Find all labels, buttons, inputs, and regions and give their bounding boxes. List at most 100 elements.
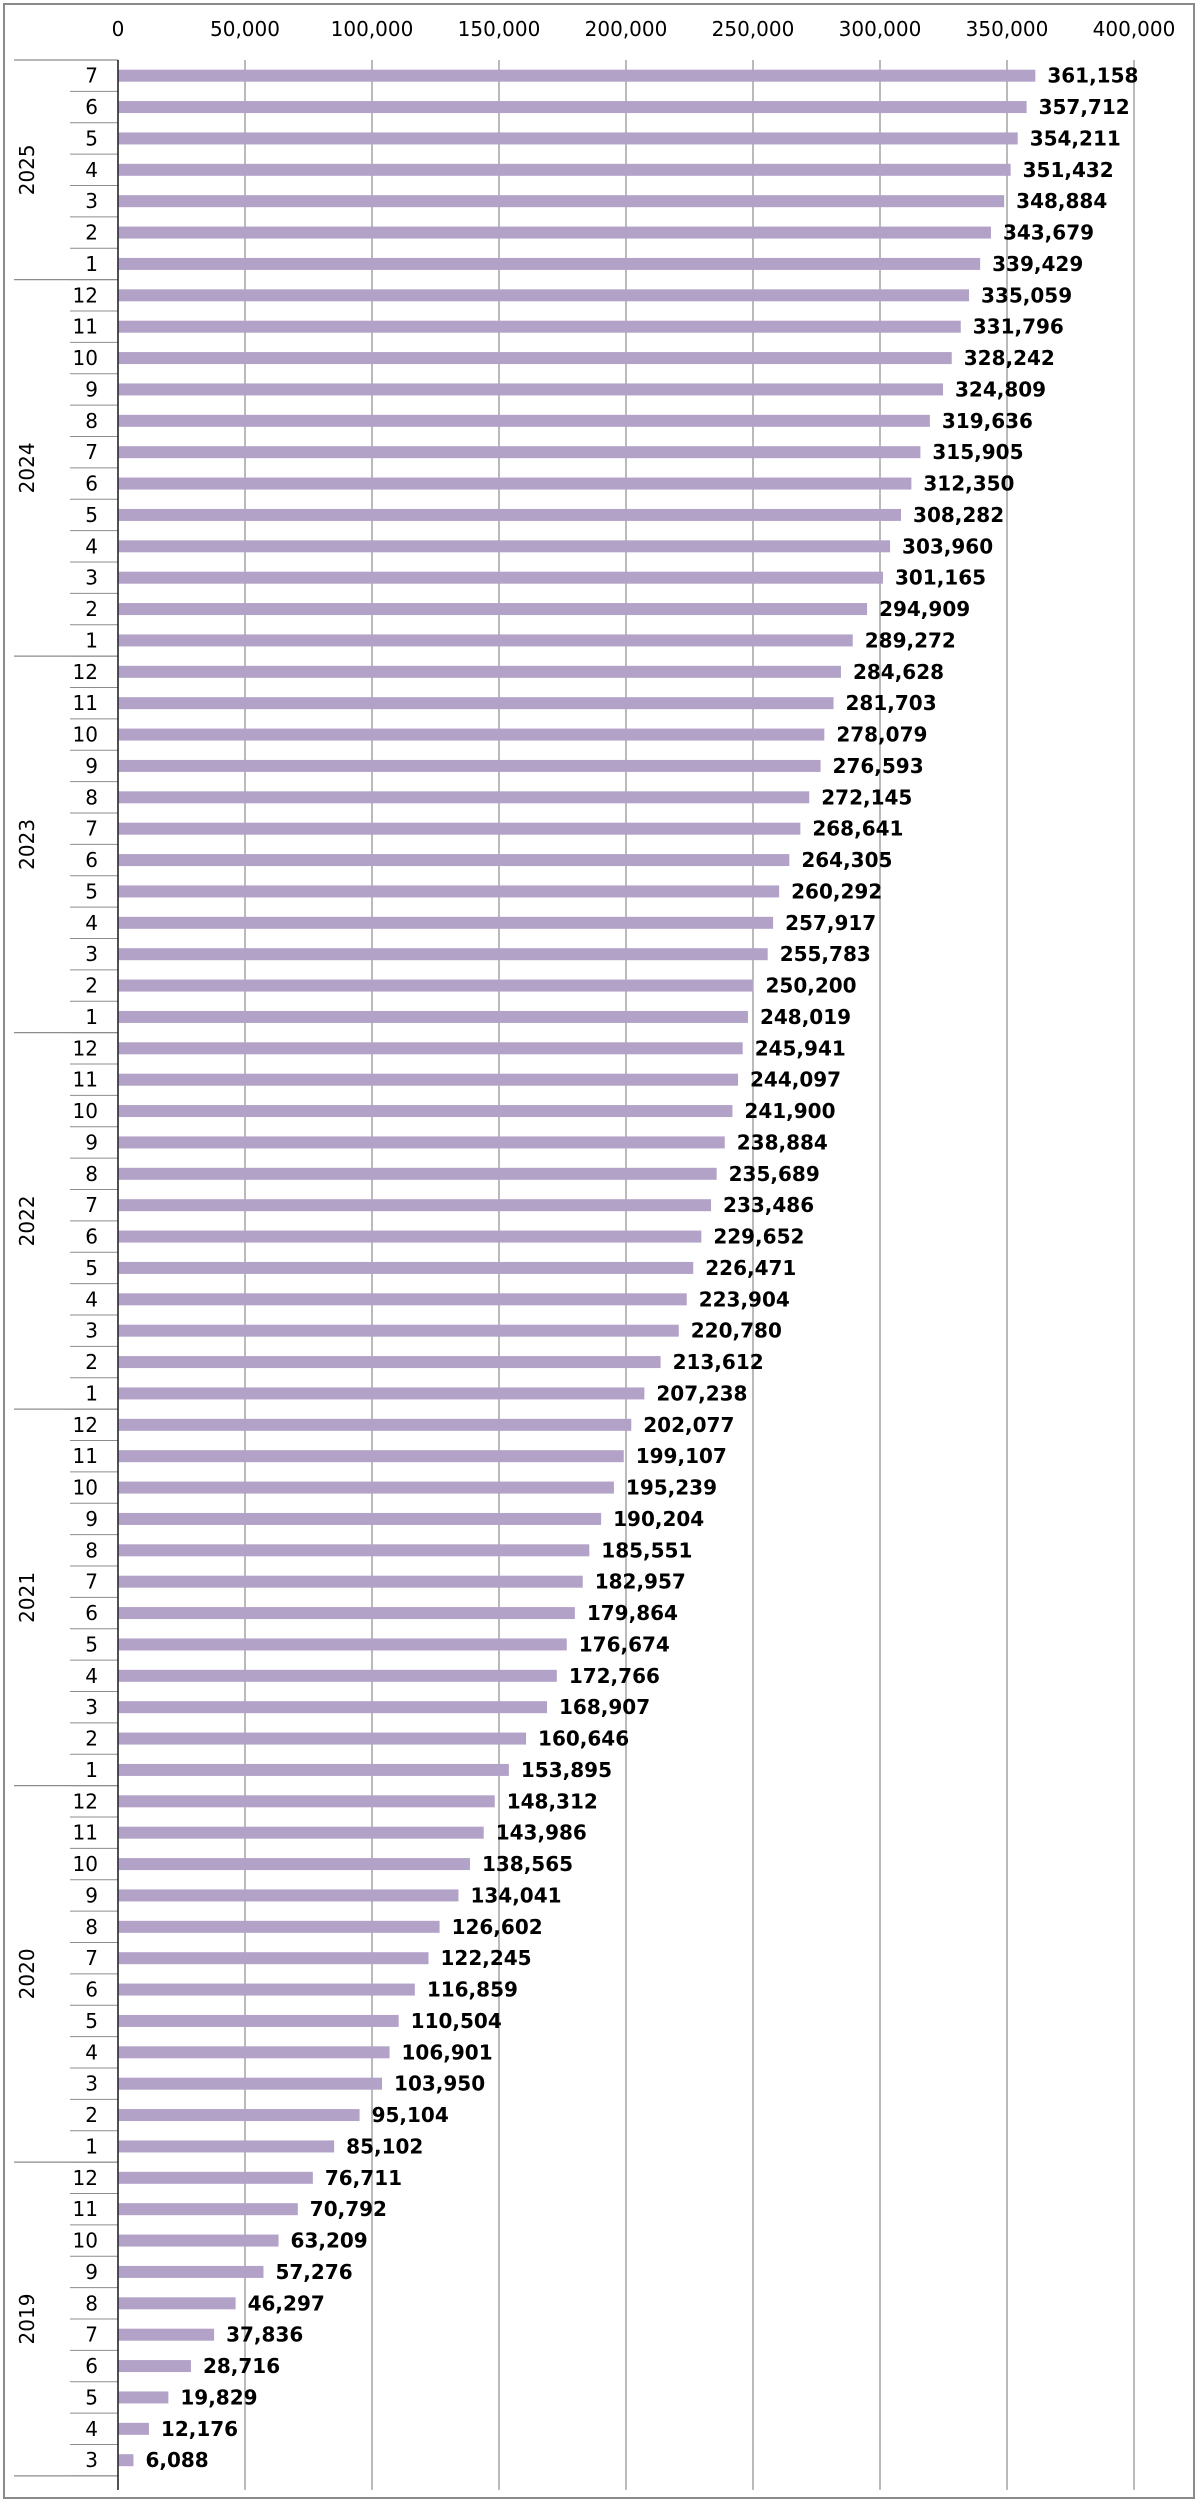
data-label: 116,859 [427,1978,518,2002]
month-label: 7 [85,1946,98,1970]
x-tick-label: 200,000 [585,17,668,41]
data-label: 199,107 [636,1444,727,1468]
bar [118,195,1005,208]
year-label: 2024 [15,442,39,493]
bar [118,1763,509,1776]
month-label: 1 [85,1381,98,1405]
bar [118,2171,313,2184]
bar [118,132,1018,145]
data-label: 315,905 [932,440,1023,464]
bar [118,1638,567,1651]
data-label: 76,711 [325,2166,402,2190]
month-label: 10 [73,1852,98,1876]
data-label: 235,689 [729,1162,820,1186]
month-label: 5 [85,1256,98,1280]
month-label: 3 [85,2072,98,2096]
data-label: 319,636 [942,409,1033,433]
data-label: 354,211 [1030,126,1121,150]
month-label: 2 [85,974,98,998]
data-label: 250,200 [766,974,857,998]
data-label: 351,432 [1023,158,1114,182]
data-label: 190,204 [613,1507,704,1531]
bar [118,2077,383,2090]
month-label: 9 [85,1507,98,1531]
bar [118,1261,694,1274]
bar [118,1920,440,1933]
data-label: 126,602 [452,1915,543,1939]
month-label: 6 [85,1601,98,1625]
month-label: 2 [85,2103,98,2127]
data-label: 207,238 [656,1381,747,1405]
data-label: 324,809 [955,377,1046,401]
month-label: 3 [85,1695,98,1719]
bar [118,2454,134,2467]
bar [118,728,825,741]
month-label: 3 [85,1319,98,1343]
month-label: 12 [73,660,98,684]
data-label: 229,652 [713,1225,804,1249]
data-label: 278,079 [836,723,927,747]
month-label: 12 [73,1036,98,1060]
month-label: 5 [85,1632,98,1656]
bar [118,226,991,239]
month-label: 8 [85,1915,98,1939]
bar [118,1324,679,1337]
data-label: 276,593 [833,754,924,778]
data-label: 260,292 [791,879,882,903]
data-label: 19,829 [180,2385,257,2409]
data-label: 361,158 [1047,64,1138,88]
bar [118,2265,264,2278]
month-label: 8 [85,785,98,809]
bar [118,2422,149,2435]
data-label: 103,950 [394,2072,485,2096]
bar [118,1230,702,1243]
data-label: 134,041 [470,1883,561,1907]
month-label: 5 [85,503,98,527]
bar [118,1512,602,1525]
bar [118,1544,590,1557]
month-label: 10 [73,2229,98,2253]
month-label: 12 [73,1413,98,1437]
bar [118,508,902,521]
month-label: 2 [85,597,98,621]
data-label: 195,239 [626,1476,717,1500]
bar [118,1575,583,1588]
data-label: 153,895 [521,1758,612,1782]
bar [118,1607,575,1620]
x-tick-label: 100,000 [331,17,414,41]
data-label: 220,780 [691,1319,782,1343]
bar [118,1826,484,1839]
data-label: 289,272 [865,628,956,652]
data-label: 241,900 [744,1099,835,1123]
bar [118,791,810,804]
bar [118,665,841,678]
bar [118,2391,169,2404]
month-label: 10 [73,346,98,370]
month-label: 6 [85,848,98,872]
bar [118,446,921,459]
bar [118,979,754,992]
month-label: 8 [85,409,98,433]
data-label: 233,486 [723,1193,814,1217]
data-label: 172,766 [569,1664,660,1688]
month-label: 9 [85,1130,98,1154]
data-label: 160,646 [538,1727,629,1751]
data-label: 85,102 [346,2134,423,2158]
data-label: 138,565 [482,1852,573,1876]
month-label: 2 [85,1350,98,1374]
month-label: 1 [85,252,98,276]
bar [118,1889,459,1902]
bar [118,697,834,710]
bar [118,1167,717,1180]
month-label: 7 [85,1570,98,1594]
bar [118,1858,470,1871]
bar [118,1701,548,1714]
bar [118,1952,429,1965]
x-tick-label: 250,000 [712,17,795,41]
bar [118,634,853,647]
month-label: 9 [85,1883,98,1907]
bar [118,2046,390,2059]
bar [118,540,891,553]
data-label: 202,077 [643,1413,734,1437]
month-label: 6 [85,1225,98,1249]
